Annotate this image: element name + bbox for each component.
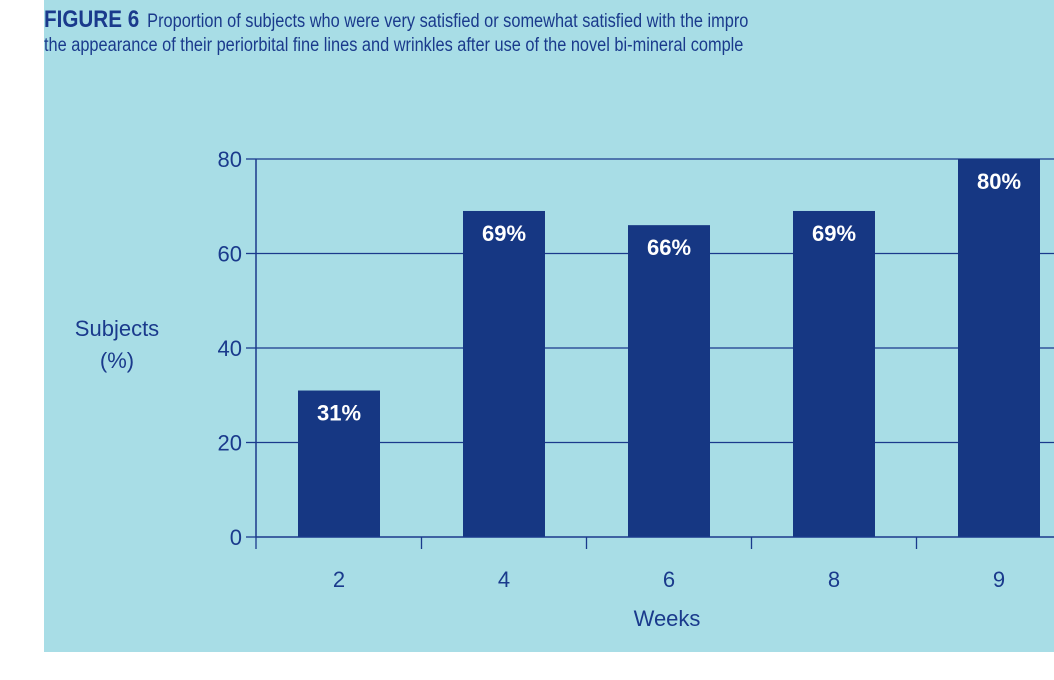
y-axis-title-line-1: Subjects <box>75 316 159 341</box>
y-tick-label: 40 <box>218 336 242 361</box>
x-tick-label: 6 <box>663 567 675 592</box>
figure-panel <box>44 0 1054 652</box>
x-axis-title: Weeks <box>634 606 701 631</box>
figure-label: FIGURE 6 <box>44 8 140 33</box>
axes <box>246 158 1054 549</box>
bar <box>958 159 1040 537</box>
y-tick-label: 0 <box>230 525 242 550</box>
x-tick-label: 8 <box>828 567 840 592</box>
bars <box>298 159 1040 537</box>
caption-text-1: Proportion of subjects who were very sat… <box>147 11 749 32</box>
bar <box>463 210 545 537</box>
bar <box>793 210 875 537</box>
caption-line-2: the appearance of their periorbital fine… <box>44 35 744 56</box>
bar-data-label: 69% <box>482 221 526 246</box>
bar <box>298 390 380 537</box>
bar-data-label: 80% <box>977 169 1021 194</box>
x-tick-label: 2 <box>333 567 345 592</box>
caption-line-1: FIGURE 6 Proportion of subjects who were… <box>44 8 904 34</box>
figure-caption: FIGURE 6 Proportion of subjects who were… <box>44 8 904 58</box>
x-tick-label: 9 <box>993 567 1005 592</box>
bar-data-label: 31% <box>317 401 361 426</box>
bar-data-label: 66% <box>647 235 691 260</box>
bar-data-label: 69% <box>812 221 856 246</box>
labels: 0 20 40 60 80 31% 2 69% 4 66% 6 69% 8 80% 9 Weeks Subjec… <box>75 147 1021 631</box>
x-tick-label: 4 <box>498 567 510 592</box>
y-tick-label: 60 <box>218 242 242 267</box>
y-tick-label: 80 <box>218 147 242 172</box>
y-axis-title-line-2: (%) <box>100 348 134 373</box>
bar <box>628 225 710 537</box>
y-tick-label: 20 <box>218 431 242 456</box>
